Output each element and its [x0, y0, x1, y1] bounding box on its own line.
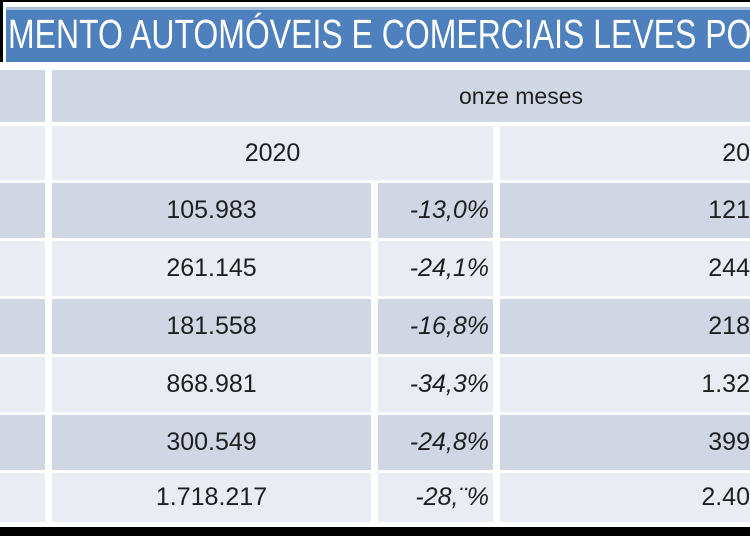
- table-row: 868.981 -34,3% 1.32: [0, 357, 750, 412]
- table-header-group-row: onze meses: [0, 70, 750, 122]
- stub-cell: [0, 70, 45, 122]
- cell-2020-value: 105.983: [52, 183, 371, 238]
- top-border: [0, 0, 750, 2]
- bottom-border: [0, 527, 750, 536]
- year-left-label: 2020: [244, 138, 301, 167]
- cell-pct-change: -13,0%: [378, 183, 493, 238]
- value-text: 868.981: [166, 370, 257, 398]
- cell-2020-value: 181.558: [52, 299, 371, 354]
- value-text: 1.718.217: [155, 483, 268, 511]
- value-text: 261.145: [166, 254, 257, 282]
- cell-2020-value: 868.981: [52, 357, 371, 412]
- period-header-label: onze meses: [458, 82, 583, 109]
- cell-pct-change: -16,8%: [378, 299, 493, 354]
- pct-text: -24,1%: [409, 254, 489, 282]
- pct-text: -34,3%: [409, 370, 489, 398]
- cell-right-value: 2.40: [500, 473, 750, 522]
- value-text: 300.549: [166, 428, 257, 456]
- stub-cell: [0, 241, 45, 296]
- right-value-text: 399: [708, 428, 750, 456]
- cell-right-value: 244: [500, 241, 750, 296]
- right-value-text: 2.40: [701, 483, 750, 511]
- slide-title: MENTO AUTOMÓVEIS E COMERCIAIS LEVES PO: [8, 11, 750, 57]
- year-left-header-cell: 2020: [52, 126, 493, 180]
- pct-text: -13,0%: [409, 196, 489, 224]
- stub-cell: [0, 415, 45, 470]
- right-value-text: 218: [708, 312, 750, 340]
- cell-pct-change: -24,8%: [378, 415, 493, 470]
- cell-right-value: 399: [500, 415, 750, 470]
- table-row: 181.558 -16,8% 218: [0, 299, 750, 354]
- right-value-text: 121: [708, 196, 750, 224]
- cell-2020-value: 1.718.217: [52, 473, 371, 522]
- stub-cell: [0, 299, 45, 354]
- cell-pct-change: -24,1%: [378, 241, 493, 296]
- cell-right-value: 1.32: [500, 357, 750, 412]
- cell-right-value: 218: [500, 299, 750, 354]
- cell-2020-value: 261.145: [52, 241, 371, 296]
- cell-pct-change: -34,3%: [378, 357, 493, 412]
- value-text: 181.558: [166, 312, 257, 340]
- value-text: 105.983: [166, 196, 257, 224]
- table-row: 1.718.217 -28,¨% 2.40: [0, 473, 750, 522]
- year-right-header-cell: 20: [500, 126, 750, 180]
- pct-text: -28,¨%: [415, 483, 489, 511]
- stub-cell: [0, 126, 45, 180]
- title-bar: MENTO AUTOMÓVEIS E COMERCIAIS LEVES PO: [6, 7, 750, 62]
- pct-text: -24,8%: [409, 428, 489, 456]
- cell-pct-change: -28,¨%: [378, 473, 493, 522]
- cell-right-value: 121: [500, 183, 750, 238]
- stub-cell: [0, 473, 45, 522]
- pct-text: -16,8%: [409, 312, 489, 340]
- right-value-text: 244: [708, 254, 750, 282]
- right-value-text: 1.32: [701, 370, 750, 398]
- left-border: [0, 0, 3, 62]
- table-row: 261.145 -24,1% 244: [0, 241, 750, 296]
- stub-cell: [0, 183, 45, 238]
- stub-cell: [0, 357, 45, 412]
- cell-2020-value: 300.549: [52, 415, 371, 470]
- year-right-label: 20: [722, 138, 750, 167]
- period-header-cell: onze meses: [52, 70, 750, 122]
- table-row: 105.983 -13,0% 121: [0, 183, 750, 238]
- table-year-header-row: 2020 20: [0, 126, 750, 180]
- table-row: 300.549 -24,8% 399: [0, 415, 750, 470]
